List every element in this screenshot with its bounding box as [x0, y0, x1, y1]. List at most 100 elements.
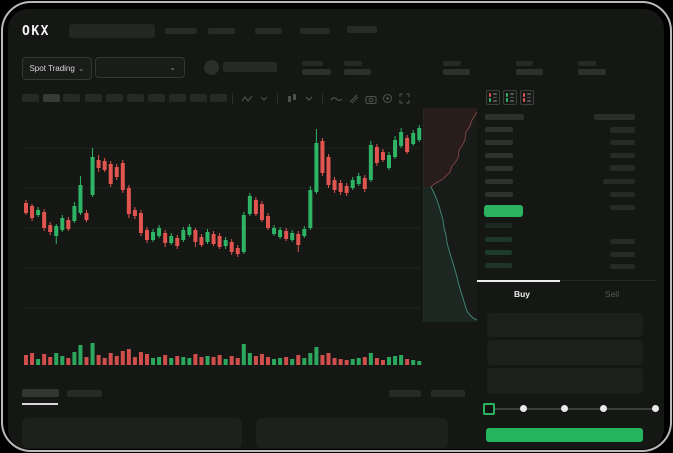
volume-bar [320, 355, 325, 365]
candle [296, 234, 301, 245]
camera-icon[interactable] [364, 92, 377, 105]
volume-bar [229, 356, 234, 365]
tab-sell[interactable]: Sell [604, 289, 620, 299]
candle [308, 190, 313, 228]
slider-step-3[interactable] [599, 405, 607, 412]
bottom-tab-active[interactable] [22, 389, 59, 397]
volume-bar [48, 357, 53, 365]
candle [48, 225, 53, 232]
bottom-tab-4[interactable] [431, 390, 465, 397]
order-book-header-left [485, 114, 524, 120]
timeframe-button[interactable] [85, 94, 102, 102]
bottom-tab-3[interactable] [389, 390, 421, 397]
bottom-tab-2[interactable] [67, 390, 102, 397]
volume-bar [108, 353, 113, 365]
ask-row-price [485, 127, 513, 132]
slider-step-4[interactable] [651, 405, 659, 412]
market-type-dropdown[interactable]: Spot Trading ⌄ [22, 57, 92, 80]
candle [169, 236, 174, 243]
stat-label-placeholder [443, 61, 461, 66]
price-input[interactable] [487, 313, 643, 337]
candlestick-chart[interactable] [8, 9, 664, 449]
stat-value-placeholder [344, 68, 371, 75]
volume-bar [368, 353, 373, 365]
volume-bar [326, 353, 331, 365]
volume-bar [145, 354, 149, 365]
volume-bar [387, 357, 391, 365]
candle [387, 155, 391, 168]
candle [163, 233, 168, 243]
candle [344, 186, 349, 193]
search-input[interactable] [69, 24, 155, 38]
line-style-icon[interactable] [240, 92, 253, 105]
market-type-label: Spot Trading [29, 64, 75, 73]
candle [350, 180, 355, 188]
chevron-down-icon[interactable] [302, 92, 315, 105]
nav-item-1[interactable] [165, 28, 197, 34]
slider-step-2[interactable] [560, 405, 568, 412]
timeframe-button[interactable] [190, 94, 207, 102]
book-bids-icon[interactable] [503, 90, 517, 105]
compare-icon[interactable] [347, 92, 360, 105]
volume-bar [259, 354, 264, 365]
candle [223, 240, 228, 246]
timeframe-button[interactable] [63, 94, 80, 102]
volume-bar [253, 356, 258, 365]
volume-bar [266, 357, 270, 365]
timeframe-button[interactable] [22, 94, 39, 102]
volume-layer [24, 343, 422, 365]
settings-icon[interactable] [381, 92, 394, 105]
nav-item-3[interactable] [255, 28, 282, 34]
timeframe-button[interactable] [210, 94, 227, 102]
candle [108, 164, 113, 184]
book-split-icon[interactable] [486, 90, 500, 105]
volume-bar [96, 355, 101, 365]
volume-bar [205, 356, 210, 365]
nav-item-4[interactable] [300, 28, 330, 34]
ask-row-amount [610, 152, 635, 158]
volume-bar [417, 361, 422, 365]
volume-bar [120, 351, 125, 365]
candle [241, 215, 246, 252]
candle [132, 210, 137, 216]
total-input[interactable] [487, 368, 643, 394]
indicator-icon[interactable] [285, 92, 298, 105]
volume-bar [102, 358, 107, 365]
candle [187, 227, 192, 235]
candle [175, 238, 180, 246]
last-price-badge[interactable] [484, 205, 523, 217]
timeframe-button[interactable] [106, 94, 123, 102]
book-asks-icon[interactable] [520, 90, 534, 105]
pair-selector-dropdown[interactable]: ⌄ [95, 57, 185, 78]
slider-step-0[interactable] [483, 403, 495, 415]
ask-row-amount [610, 127, 635, 133]
candle [36, 210, 41, 215]
volume-bar [66, 358, 71, 365]
volume-bar [132, 357, 137, 365]
volume-bar [278, 358, 283, 365]
tab-buy[interactable]: Buy [513, 289, 531, 299]
volume-bar [181, 357, 186, 365]
nav-item-5[interactable] [347, 26, 377, 33]
timeframe-button[interactable] [148, 94, 165, 102]
buy-submit-button[interactable] [486, 428, 643, 442]
chevron-down-icon[interactable] [257, 92, 270, 105]
nav-item-2[interactable] [208, 28, 235, 34]
ask-row-price [485, 166, 513, 171]
candle [235, 248, 240, 254]
timeframe-button[interactable] [127, 94, 144, 102]
volume-bar [344, 360, 349, 365]
candle [326, 157, 331, 185]
timeframe-button[interactable] [169, 94, 186, 102]
candle [90, 157, 95, 195]
volume-bar [157, 357, 162, 365]
tabbar-divider [477, 280, 657, 281]
timeframe-button[interactable] [43, 94, 60, 102]
amount-input[interactable] [487, 340, 643, 365]
slider-step-1[interactable] [519, 405, 527, 412]
fullscreen-icon[interactable] [398, 92, 411, 105]
candle [42, 212, 47, 228]
amount-slider-track[interactable] [489, 408, 655, 410]
volume-bar [84, 357, 89, 365]
wave-icon[interactable] [330, 92, 343, 105]
